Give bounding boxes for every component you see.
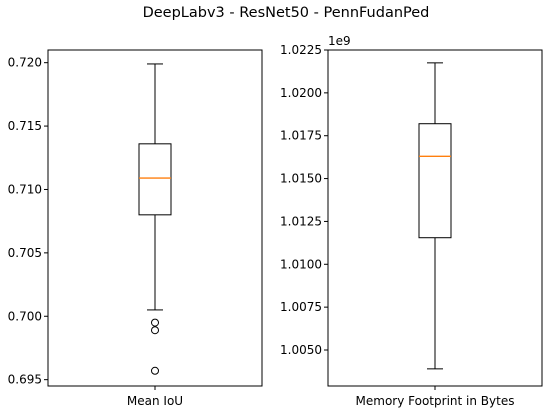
y-tick-label: 0.720 [8,56,42,70]
outlier-point [151,326,159,335]
y-tick-label: 1.0175 [280,129,322,143]
box-iqr [138,143,172,216]
y-tick-label: 1.0150 [280,172,322,186]
outlier-point [151,318,159,327]
y-tick-label: 0.715 [8,119,42,133]
y-tick-label: 0.695 [8,373,42,387]
panel-2: 1.0050 1.0075 1.0100 1.0125 1.0150 1.0175 1.02… [280,34,543,408]
panel-1: 0.695 0.700 0.705 0.710 0.715 0.720 Mean IoU [8,49,263,408]
y-tick-label: 1.0100 [280,257,322,271]
y-tick-label: 1.0050 [280,343,322,357]
box-iqr [418,123,452,239]
y-tick-label: 0.700 [8,309,42,323]
figure-title: DeepLabv3 - ResNet50 - PennFudanPed [143,5,430,21]
x-tick-label: Memory Footprint in Bytes [356,394,515,408]
y-tick-label: 1.0125 [280,214,322,228]
outlier-point [151,366,159,375]
y-tick-label: 0.705 [8,246,42,260]
y-tick-label: 1.0075 [280,300,322,314]
y-offset-text: 1e9 [328,34,351,48]
x-tick-label: Mean IoU [127,394,183,408]
y-tick-label: 1.0200 [280,86,322,100]
y-tick-label: 1.0225 [280,43,322,57]
y-tick-label: 0.710 [8,182,42,196]
